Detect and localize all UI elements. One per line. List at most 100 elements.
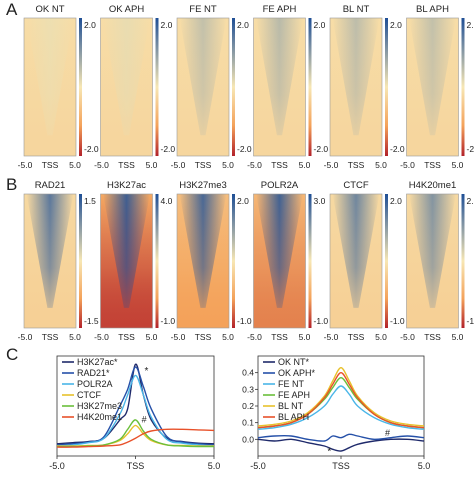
- x-tick-label: 5.0: [452, 332, 464, 342]
- x-tick-label: 5.0: [69, 160, 81, 170]
- colorbar-min-label: -1.0: [237, 316, 252, 326]
- colorbar-min-label: -2.0: [161, 144, 176, 154]
- heatmap-fade: [177, 18, 229, 156]
- x-tick-label: 5.0: [418, 461, 431, 471]
- legend-label: CTCF: [77, 390, 101, 400]
- heatmap-title: H3K27me3: [179, 180, 227, 191]
- x-tick-label: 5.0: [208, 461, 221, 471]
- legend-label: FE NT: [278, 379, 305, 389]
- x-tick-label: TSS: [42, 160, 59, 170]
- colorbar-min-label: -2.0: [390, 144, 405, 154]
- heatmap-title: POLR2A: [261, 180, 299, 191]
- annotation-hash: #: [142, 415, 147, 425]
- legend-label: BL NT: [278, 401, 304, 411]
- colorbar-max-label: 2.0: [390, 196, 402, 206]
- heatmap-title: H4K20me1: [409, 180, 457, 191]
- colorbar-max-label: 2.0: [84, 20, 96, 30]
- colorbar-min-label: -2.0: [314, 144, 329, 154]
- x-tick-label: TSS: [271, 160, 288, 170]
- colorbar: [232, 18, 235, 156]
- legend-label: OK NT*: [278, 357, 310, 367]
- legend-label: FE APH: [278, 390, 310, 400]
- x-tick-label: -5.0: [94, 332, 109, 342]
- colorbar-min-label: -2.0: [237, 144, 252, 154]
- legend-label: H3K27ac*: [77, 357, 118, 367]
- colorbar-max-label: 2.0: [161, 20, 173, 30]
- x-tick-label: TSS: [332, 461, 350, 471]
- colorbar-max-label: 3.0: [314, 196, 326, 206]
- colorbar-min-label: -1.0: [161, 316, 176, 326]
- panel-label-c: C: [6, 345, 18, 364]
- heatmap-fade: [407, 194, 459, 328]
- x-tick-label: -5.0: [247, 332, 262, 342]
- heatmap-title: CTCF: [343, 180, 369, 191]
- legend-label: RAD21*: [77, 368, 110, 378]
- x-tick-label: -5.0: [324, 332, 339, 342]
- x-tick-label: TSS: [127, 461, 145, 471]
- heatmap-fade: [330, 194, 382, 328]
- colorbar: [462, 194, 465, 328]
- colorbar-max-label: 2.5: [467, 196, 474, 206]
- heatmap-title: BL APH: [416, 4, 449, 15]
- heatmap-fade: [24, 194, 76, 328]
- colorbar: [385, 18, 388, 156]
- annotation-hash: #: [385, 428, 390, 438]
- x-tick-label: -5.0: [18, 332, 33, 342]
- colorbar: [309, 18, 312, 156]
- x-tick-label: TSS: [195, 332, 212, 342]
- legend-label: H4K20me1: [77, 412, 122, 422]
- x-tick-label: -5.0: [171, 332, 186, 342]
- heatmap-row-a: OK NT 2.0 -2.0 -5.0 TSS 5.0 OK APH 2.0 -2.0 -5.0 T…: [18, 4, 474, 170]
- heatmap-fade: [254, 194, 306, 328]
- x-tick-label: TSS: [424, 332, 441, 342]
- x-tick-label: 5.0: [69, 332, 81, 342]
- heatmap-row-b: RAD21 1.5 -1.5 -5.0 TSS 5.0 H3K27ac 4.0 -1.0 -5.0…: [18, 180, 474, 342]
- heatmap-title: FE APH: [263, 4, 297, 15]
- colorbar-min-label: -1.5: [84, 316, 99, 326]
- heatmap-fade: [101, 18, 153, 156]
- x-tick-label: -5.0: [49, 461, 65, 471]
- x-tick-label: TSS: [348, 160, 365, 170]
- heatmap-fade: [254, 18, 306, 156]
- heatmap-fade: [330, 18, 382, 156]
- legend-label: OK APH*: [278, 368, 316, 378]
- panel-label-a: A: [6, 0, 18, 19]
- colorbar-max-label: 2.0: [237, 196, 249, 206]
- colorbar: [156, 18, 159, 156]
- annotation-star: *: [327, 446, 331, 457]
- x-tick-label: -5.0: [324, 160, 339, 170]
- colorbar: [462, 18, 465, 156]
- colorbar-max-label: 4.0: [161, 196, 173, 206]
- x-tick-label: TSS: [271, 332, 288, 342]
- heatmap-title: OK APH: [109, 4, 145, 15]
- colorbar: [79, 18, 82, 156]
- heatmap-title: H3K27ac: [107, 180, 146, 191]
- colorbar-max-label: 2.0: [237, 20, 249, 30]
- y-tick-label: 0.3: [242, 384, 254, 394]
- x-tick-label: TSS: [118, 160, 135, 170]
- colorbar-max-label: 2.0: [390, 20, 402, 30]
- colorbar: [232, 194, 235, 328]
- x-tick-label: -5.0: [94, 160, 109, 170]
- heatmap-title: BL NT: [343, 4, 370, 15]
- colorbar: [309, 194, 312, 328]
- x-tick-label: 5.0: [375, 332, 387, 342]
- x-tick-label: 5.0: [299, 332, 311, 342]
- x-tick-label: -5.0: [400, 160, 415, 170]
- colorbar-max-label: 1.5: [84, 196, 96, 206]
- heatmap-fade: [101, 194, 153, 328]
- x-tick-label: -5.0: [250, 461, 266, 471]
- heatmap-title: OK NT: [35, 4, 64, 15]
- colorbar: [79, 194, 82, 328]
- legend-label: POLR2A: [77, 379, 113, 389]
- heatmap-title: RAD21: [35, 180, 66, 191]
- x-tick-label: TSS: [42, 332, 59, 342]
- x-tick-label: -5.0: [247, 160, 262, 170]
